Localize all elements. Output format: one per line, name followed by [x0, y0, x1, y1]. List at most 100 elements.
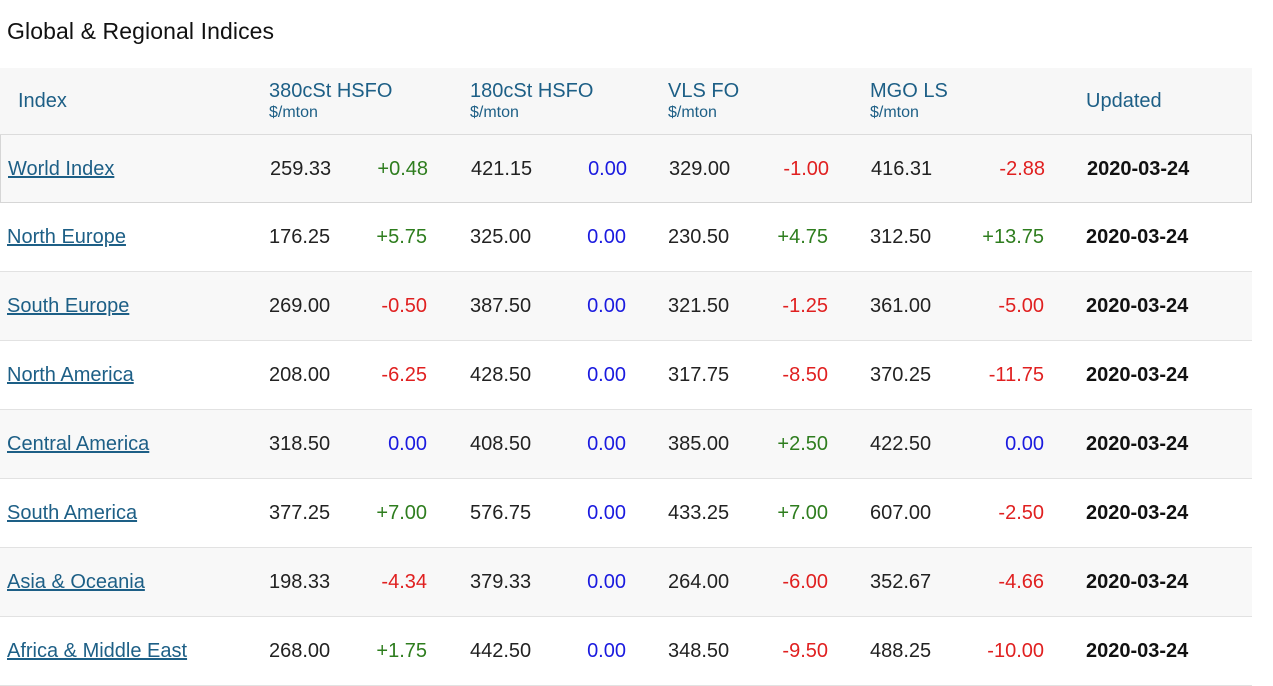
- vls-fo-price: 433.25: [668, 502, 730, 524]
- page-title: Global & Regional Indices: [7, 18, 275, 44]
- header-380cst-hsfo-unit: $/mton: [269, 104, 318, 121]
- 180cst-hsfo-price: 325.00: [470, 226, 532, 248]
- header-mgo-ls-name: MGO LS: [870, 80, 948, 102]
- table-header: Index 380cSt HSFO $/mton 180cSt HSFO $/m…: [0, 68, 1252, 135]
- 380cst-hsfo-price: 269.00: [269, 295, 331, 317]
- table-row: North Europe 176.25 +5.75 325.00 0.00 230.50 +…: [0, 203, 1252, 272]
- vls-fo-change: -1.25: [782, 295, 828, 317]
- index-name-link[interactable]: World Index: [8, 158, 115, 180]
- 180cst-hsfo-price: 442.50: [470, 640, 532, 662]
- mgo-ls-price: 370.25: [870, 364, 932, 386]
- index-name-link[interactable]: Asia & Oceania: [7, 571, 145, 593]
- updated-date: 2020-03-24: [1086, 226, 1189, 248]
- table-body: World Index 259.33 +0.48 421.15 0.00 329.00 -1…: [0, 135, 1252, 686]
- vls-fo-price: 321.50: [668, 295, 730, 317]
- vls-fo-price: 385.00: [668, 433, 730, 455]
- mgo-ls-change: -2.50: [998, 502, 1044, 524]
- table-row: South America 377.25 +7.00 576.75 0.00 433.25…: [0, 479, 1252, 548]
- vls-fo-change: +2.50: [777, 433, 828, 455]
- table-row: Africa & Middle East 268.00 +1.75 442.50 0.0…: [0, 617, 1252, 686]
- vls-fo-change: -6.00: [782, 571, 828, 593]
- 180cst-hsfo-change: 0.00: [587, 640, 626, 662]
- mgo-ls-change: +13.75: [982, 226, 1044, 248]
- 180cst-hsfo-change: 0.00: [587, 226, 626, 248]
- 180cst-hsfo-price: 379.33: [470, 571, 532, 593]
- 380cst-hsfo-change: -0.50: [381, 295, 427, 317]
- vls-fo-change: +7.00: [777, 502, 828, 524]
- 180cst-hsfo-change: 0.00: [587, 502, 626, 524]
- index-name-link[interactable]: Central America: [7, 433, 150, 455]
- vls-fo-change: -1.00: [783, 158, 829, 180]
- updated-date: 2020-03-24: [1086, 433, 1189, 455]
- 180cst-hsfo-price: 428.50: [470, 364, 532, 386]
- header-index: Index: [18, 90, 67, 112]
- index-name-link[interactable]: South Europe: [7, 295, 130, 317]
- 380cst-hsfo-price: 268.00: [269, 640, 331, 662]
- vls-fo-price: 329.00: [669, 158, 731, 180]
- updated-date: 2020-03-24: [1086, 640, 1189, 662]
- 180cst-hsfo-change: 0.00: [587, 364, 626, 386]
- mgo-ls-price: 352.67: [870, 571, 932, 593]
- header-380cst-hsfo-name: 380cSt HSFO: [269, 80, 393, 102]
- mgo-ls-price: 607.00: [870, 502, 932, 524]
- 180cst-hsfo-price: 421.15: [471, 158, 533, 180]
- vls-fo-price: 348.50: [668, 640, 730, 662]
- 380cst-hsfo-change: +7.00: [376, 502, 427, 524]
- header-vls-fo-name: VLS FO: [668, 80, 740, 102]
- updated-date: 2020-03-24: [1086, 571, 1189, 593]
- header-380cst-hsfo: 380cSt HSFO $/mton: [269, 80, 392, 122]
- 380cst-hsfo-price: 176.25: [269, 226, 331, 248]
- mgo-ls-change: -5.00: [998, 295, 1044, 317]
- mgo-ls-price: 488.25: [870, 640, 932, 662]
- header-180cst-hsfo: 180cSt HSFO $/mton: [470, 80, 593, 122]
- 380cst-hsfo-change: 0.00: [388, 433, 427, 455]
- index-name-link[interactable]: Africa & Middle East: [7, 640, 188, 662]
- 380cst-hsfo-change: +1.75: [376, 640, 427, 662]
- vls-fo-change: +4.75: [777, 226, 828, 248]
- header-180cst-hsfo-name: 180cSt HSFO: [470, 80, 594, 102]
- header-updated: Updated: [1086, 90, 1162, 112]
- 180cst-hsfo-change: 0.00: [587, 433, 626, 455]
- header-mgo-ls: MGO LS $/mton: [870, 80, 948, 122]
- 380cst-hsfo-price: 198.33: [269, 571, 331, 593]
- 180cst-hsfo-price: 387.50: [470, 295, 532, 317]
- mgo-ls-change: -4.66: [998, 571, 1044, 593]
- index-name-link[interactable]: South America: [7, 502, 138, 524]
- updated-date: 2020-03-24: [1087, 158, 1190, 180]
- header-vls-fo-unit: $/mton: [668, 104, 717, 121]
- 180cst-hsfo-price: 576.75: [470, 502, 532, 524]
- mgo-ls-change: 0.00: [1005, 433, 1044, 455]
- 380cst-hsfo-change: -6.25: [381, 364, 427, 386]
- mgo-ls-change: -10.00: [987, 640, 1044, 662]
- table-row: World Index 259.33 +0.48 421.15 0.00 329.00 -1…: [0, 135, 1252, 203]
- vls-fo-change: -8.50: [782, 364, 828, 386]
- updated-date: 2020-03-24: [1086, 502, 1189, 524]
- header-vls-fo: VLS FO $/mton: [668, 80, 739, 122]
- 380cst-hsfo-price: 318.50: [269, 433, 331, 455]
- table-row: Asia & Oceania 198.33 -4.34 379.33 0.00 264.0…: [0, 548, 1252, 617]
- index-name-link[interactable]: North Europe: [7, 226, 126, 248]
- table-row: Central America 318.50 0.00 408.50 0.00 385.0…: [0, 410, 1252, 479]
- updated-date: 2020-03-24: [1086, 295, 1189, 317]
- 380cst-hsfo-price: 208.00: [269, 364, 331, 386]
- mgo-ls-price: 416.31: [871, 158, 933, 180]
- 380cst-hsfo-price: 377.25: [269, 502, 331, 524]
- vls-fo-price: 264.00: [668, 571, 730, 593]
- table-row: South Europe 269.00 -0.50 387.50 0.00 321.50 -…: [0, 272, 1252, 341]
- 380cst-hsfo-change: +5.75: [376, 226, 427, 248]
- 380cst-hsfo-change: -4.34: [381, 571, 427, 593]
- 380cst-hsfo-price: 259.33: [270, 158, 332, 180]
- 380cst-hsfo-change: +0.48: [377, 158, 428, 180]
- 180cst-hsfo-price: 408.50: [470, 433, 532, 455]
- vls-fo-change: -9.50: [782, 640, 828, 662]
- index-name-link[interactable]: North America: [7, 364, 134, 386]
- mgo-ls-price: 422.50: [870, 433, 932, 455]
- updated-date: 2020-03-24: [1086, 364, 1189, 386]
- mgo-ls-change: -11.75: [988, 364, 1044, 386]
- mgo-ls-change: -2.88: [999, 158, 1045, 180]
- 180cst-hsfo-change: 0.00: [587, 295, 626, 317]
- 180cst-hsfo-change: 0.00: [587, 571, 626, 593]
- mgo-ls-price: 312.50: [870, 226, 932, 248]
- mgo-ls-price: 361.00: [870, 295, 932, 317]
- 180cst-hsfo-change: 0.00: [588, 158, 627, 180]
